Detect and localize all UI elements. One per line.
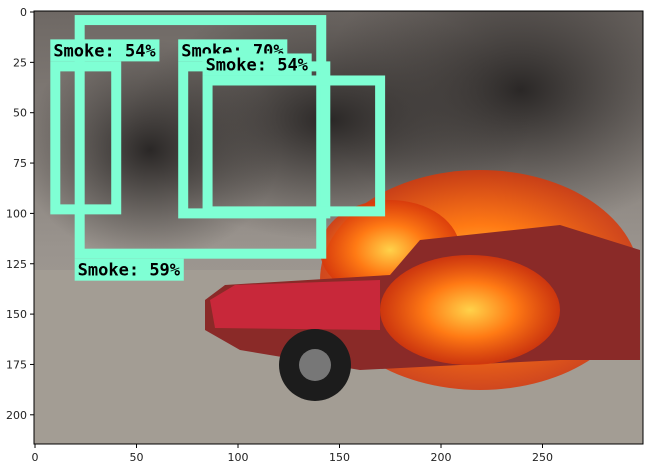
car-body [210,280,380,330]
fire [380,255,560,365]
hubcap [299,349,331,381]
x-tick-label: 50 [130,451,144,464]
detection-label: Smoke: 54% [206,55,309,75]
axes-frame [33,10,644,445]
label-background [50,39,160,62]
y-tick-label: 150 [6,308,27,321]
x-tick-label: 250 [532,451,553,464]
y-tick-label: 200 [6,409,27,422]
detection-label: Smoke: 54% [53,41,156,61]
label-background [74,258,184,281]
y-tick-label: 125 [6,258,27,271]
y-tick-label: 25 [13,56,27,69]
y-tick-label: 100 [6,207,27,220]
detection-box [50,61,122,215]
x-tick-label: 150 [329,451,350,464]
detection-label: Smoke: 59% [78,261,181,281]
x-tick-label: 200 [431,451,452,464]
label-background [202,53,312,76]
x-tick-label: 100 [228,451,249,464]
y-tick-label: 0 [20,6,27,19]
y-tick-label: 50 [13,107,27,120]
x-tick-label: 0 [32,451,39,464]
detection-box [202,75,386,217]
y-tick-label: 75 [13,157,27,170]
detections: Smoke: 59%Smoke: 54% Smoke: 70%Smoke: 54% [50,15,386,281]
y-tick-label: 175 [6,358,27,371]
